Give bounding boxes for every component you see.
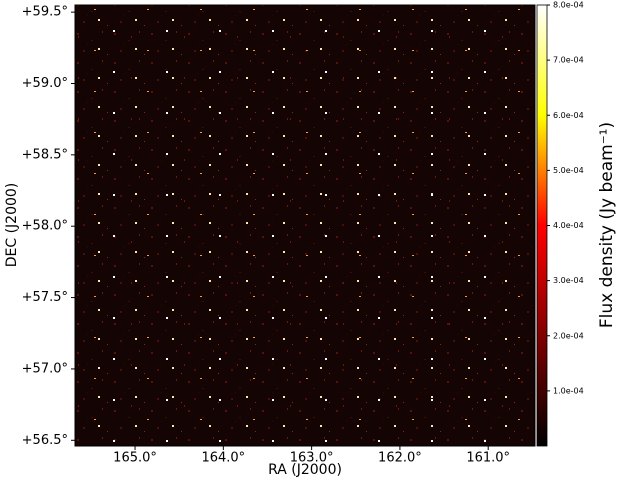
y-tick-label: +58.5° xyxy=(22,147,68,162)
y-tick-label: +59.0° xyxy=(22,76,68,91)
y-tick-label: +56.5° xyxy=(22,433,68,448)
y-axis-label: DEC (J2000) xyxy=(4,183,20,268)
x-tick-label: 161.0° xyxy=(466,451,510,466)
colorbar-tick-label: 4.0e-04 xyxy=(553,221,584,230)
colorbar-tick-label: 7.0e-04 xyxy=(553,56,584,65)
plot-frame xyxy=(74,4,536,447)
x-tick-label: 162.0° xyxy=(378,451,422,466)
x-tick-label: 165.0° xyxy=(113,451,157,466)
y-tick-label: +57.5° xyxy=(22,290,68,305)
colorbar xyxy=(536,4,548,447)
y-tick-label: +58.0° xyxy=(22,219,68,234)
colorbar-tick-label: 1.0e-04 xyxy=(553,386,584,395)
y-tick-label: +57.0° xyxy=(22,361,68,376)
colorbar-tick-label: 3.0e-04 xyxy=(553,276,584,285)
colorbar-tick-label: 8.0e-04 xyxy=(553,1,584,10)
y-tick-label: +59.5° xyxy=(22,5,68,20)
x-axis-label: RA (J2000) xyxy=(268,462,342,478)
colorbar-tick-label: 5.0e-04 xyxy=(553,166,584,175)
x-tick-label: 163.0° xyxy=(290,451,334,466)
colorbar-tick-label: 6.0e-04 xyxy=(553,111,584,120)
colorbar-tick-label: 2.0e-04 xyxy=(553,331,584,340)
x-tick-label: 164.0° xyxy=(201,451,245,466)
colorbar-label: Flux density (Jy beam⁻¹) xyxy=(597,122,617,328)
sky-image-sources xyxy=(75,5,535,446)
